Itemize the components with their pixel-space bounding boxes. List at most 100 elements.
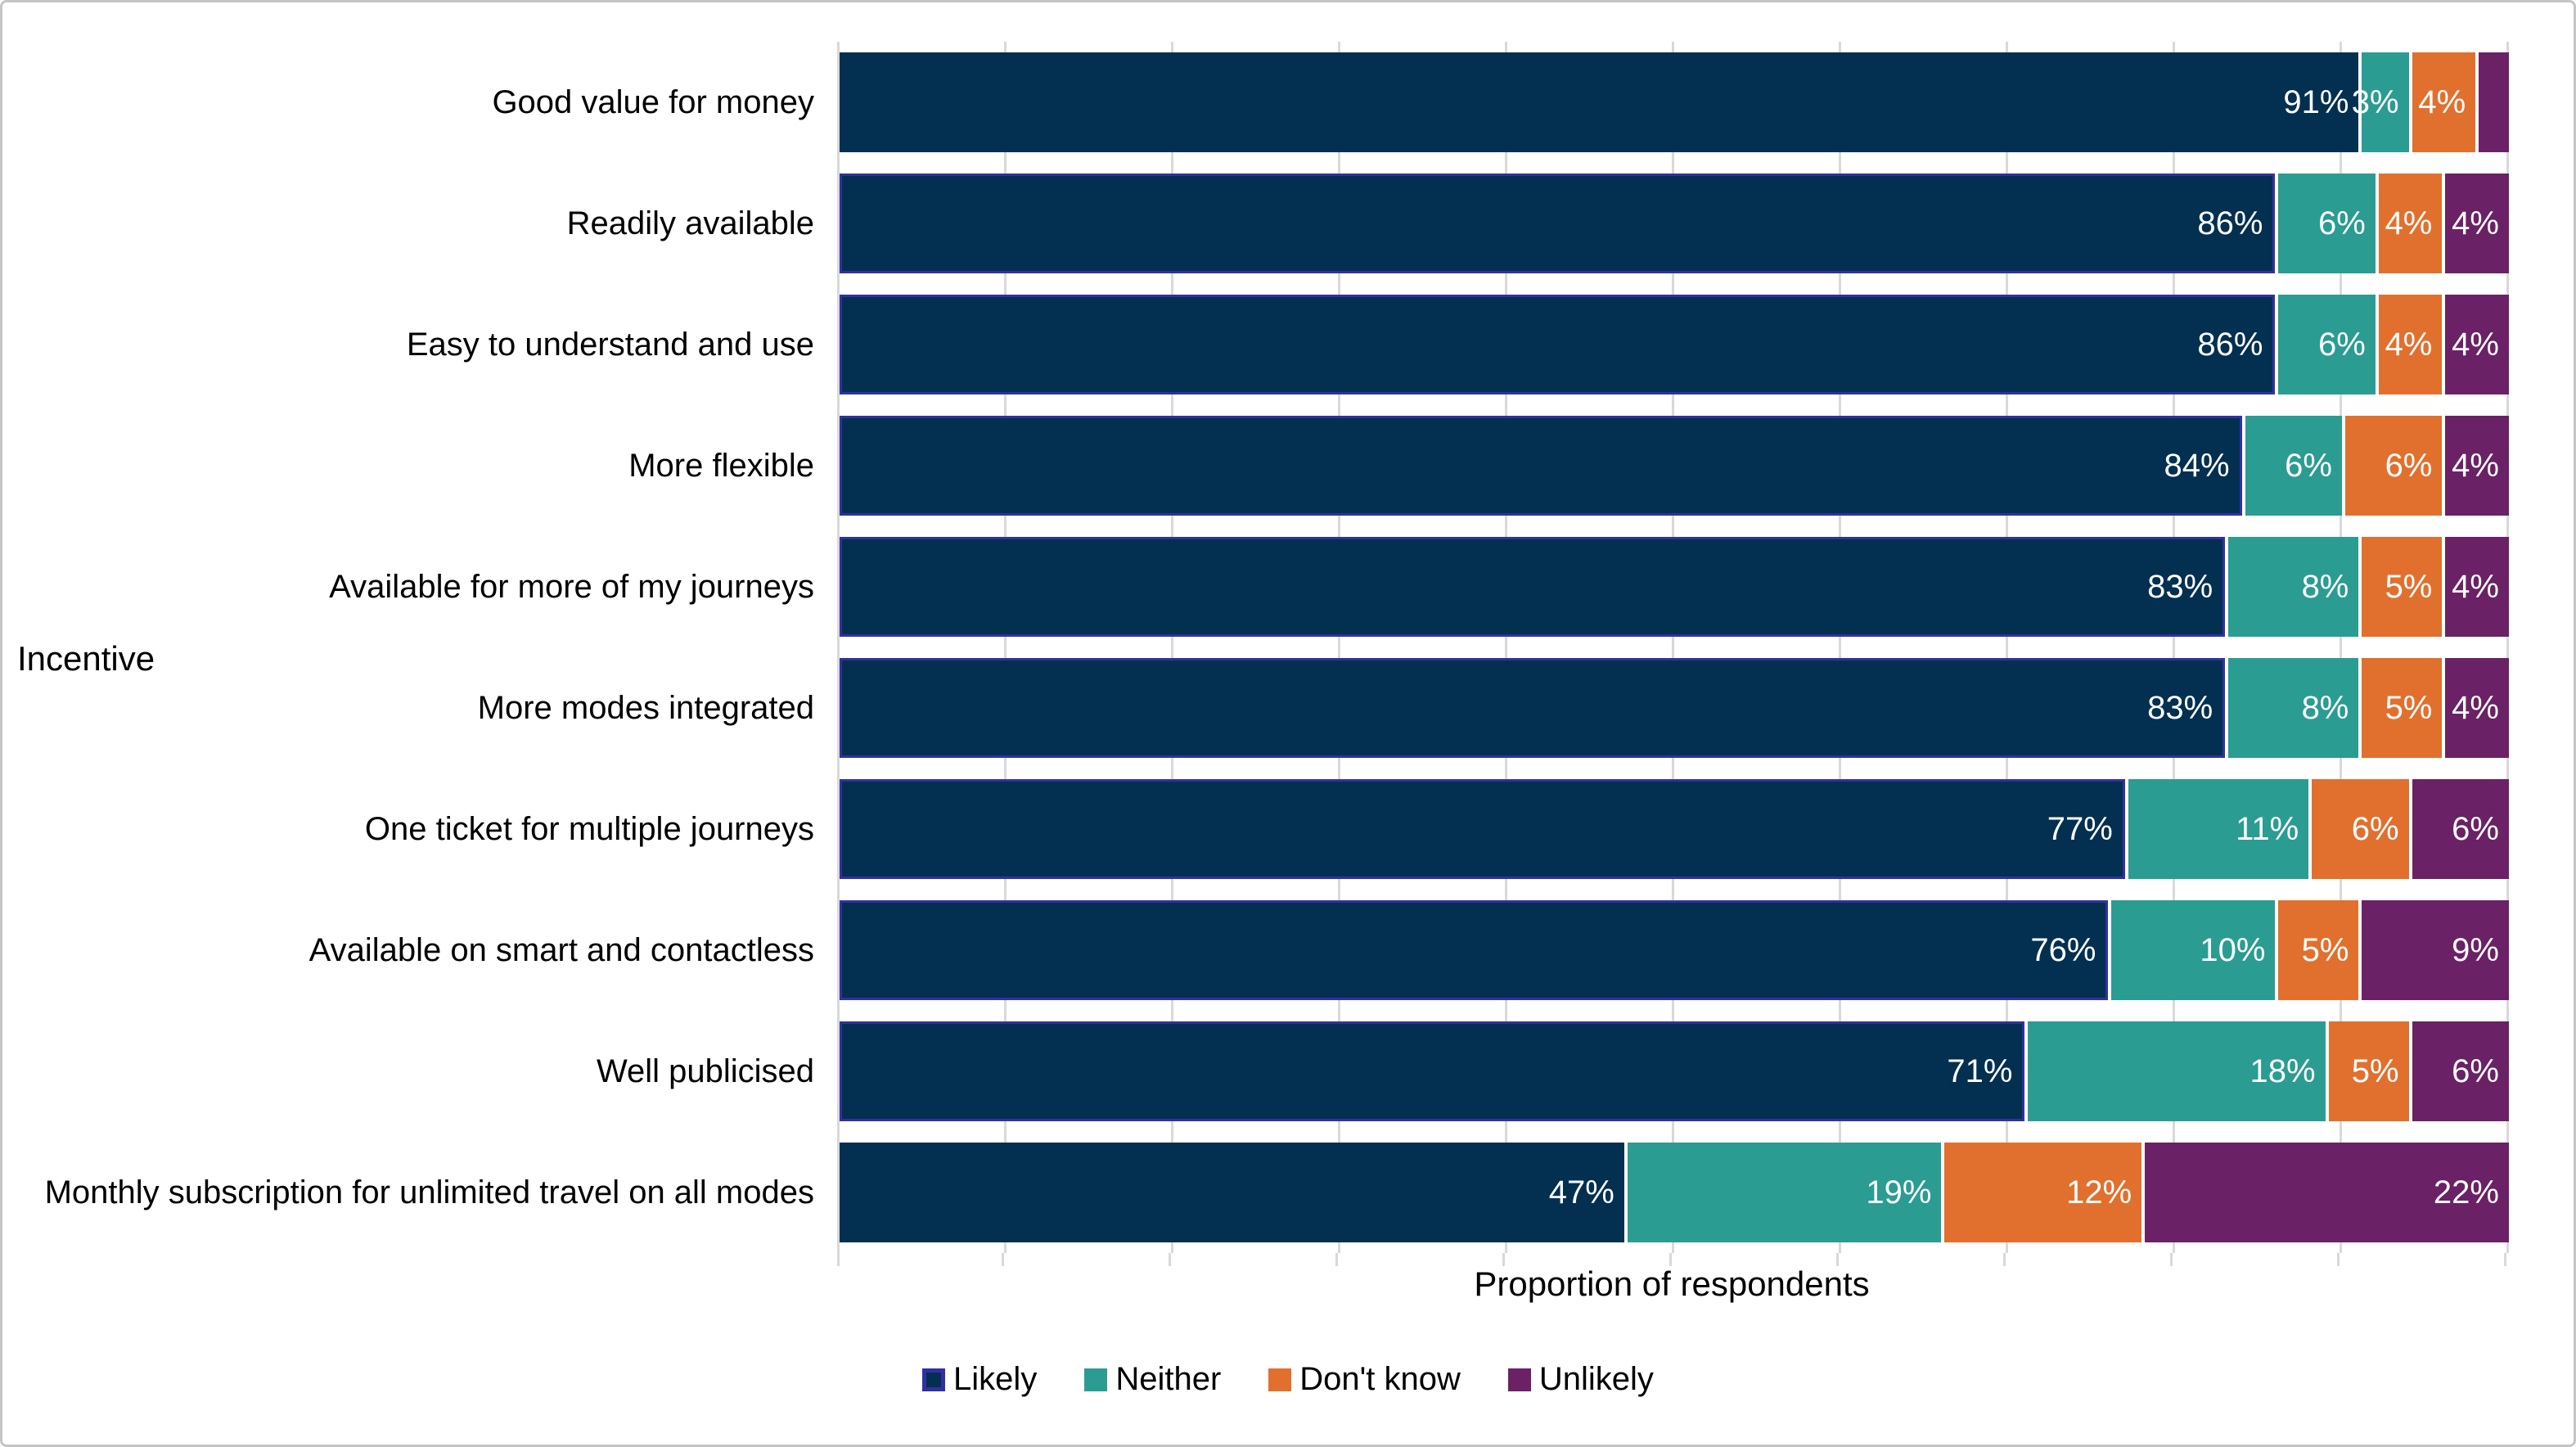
category-label: Monthly subscription for unlimited trave…	[44, 1174, 814, 1210]
data-label: 4%	[2385, 205, 2433, 241]
bar-row: 83% 8% 5% 4%	[840, 526, 2509, 647]
category-axis: Good value for money Readily available E…	[2, 42, 814, 1253]
segment-likely: 77%	[840, 779, 2125, 879]
stacked-bar: 86% 6% 4% 4%	[840, 174, 2509, 273]
segment-neither: 10%	[2108, 900, 2276, 1000]
data-label: 6%	[2285, 447, 2332, 484]
segment-dont-know: 4%	[2408, 52, 2476, 152]
data-label: 4%	[2452, 205, 2499, 241]
legend-label: Likely	[953, 1361, 1038, 1397]
segment-unlikely: 9%	[2358, 900, 2509, 1000]
stacked-bar: 76% 10% 5% 9%	[840, 900, 2509, 1000]
segment-likely: 91%	[840, 52, 2359, 152]
legend-label: Don't know	[1299, 1361, 1461, 1397]
segment-unlikely	[2475, 52, 2509, 152]
category-label: Well publicised	[596, 1053, 814, 1089]
segment-unlikely: 4%	[2442, 174, 2509, 273]
legend-swatch-dont-know	[1268, 1368, 1292, 1391]
segment-dont-know: 4%	[2375, 174, 2443, 273]
bar-row: 47% 19% 12% 22%	[840, 1132, 2509, 1253]
category-label: Easy to understand and use	[406, 326, 814, 363]
bar-row: 76% 10% 5% 9%	[840, 890, 2509, 1011]
bar-row: 83% 8% 5% 4%	[840, 647, 2509, 769]
plot-area: 91% 3% 4% 86% 6% 4% 4% 86% 6% 4% 4%	[837, 42, 2509, 1253]
stacked-bar: 77% 11% 6% 6%	[840, 779, 2509, 879]
data-label: 47%	[1548, 1174, 1615, 1210]
stacked-bar: 91% 3% 4%	[840, 52, 2509, 152]
data-label: 4%	[2452, 447, 2499, 484]
data-label: 6%	[2317, 326, 2366, 363]
legend-item-likely: Likely	[922, 1361, 1037, 1398]
tick-mark	[2337, 1253, 2340, 1266]
data-label: 19%	[1866, 1174, 1932, 1210]
tick-mark	[1669, 1253, 1672, 1266]
tick-mark	[2003, 1253, 2006, 1266]
stacked-bar: 86% 6% 4% 4%	[840, 295, 2509, 394]
segment-neither: 18%	[2024, 1021, 2326, 1121]
segment-dont-know: 6%	[2308, 779, 2409, 879]
segment-likely: 83%	[840, 537, 2226, 637]
tick-mark	[1169, 1253, 1171, 1266]
tick-mark	[2170, 1253, 2173, 1266]
data-label: 6%	[2452, 1053, 2499, 1089]
data-label: 86%	[2197, 205, 2263, 241]
data-label: 22%	[2433, 1174, 2499, 1210]
legend-swatch-likely	[922, 1368, 946, 1391]
category-label: Good value for money	[492, 83, 814, 120]
segment-likely: 86%	[840, 295, 2276, 394]
data-label: 84%	[2164, 447, 2230, 484]
segment-neither: 6%	[2275, 174, 2376, 273]
category-label: Readily available	[566, 205, 814, 241]
data-label: 3%	[2351, 83, 2399, 120]
segment-dont-know: 6%	[2341, 416, 2443, 516]
x-axis-title: Proportion of respondents	[1474, 1264, 1870, 1303]
segment-neither: 11%	[2124, 779, 2309, 879]
bar-row: 84% 6% 6% 4%	[840, 405, 2509, 526]
segment-neither: 19%	[1624, 1143, 1942, 1242]
segment-neither: 6%	[2275, 295, 2376, 394]
segment-dont-know: 12%	[1941, 1143, 2142, 1242]
data-label: 9%	[2452, 931, 2499, 968]
data-label: 11%	[2236, 810, 2299, 847]
x-axis-ticks	[837, 1253, 2506, 1266]
segment-dont-know: 4%	[2375, 295, 2443, 394]
data-label: 83%	[2147, 689, 2213, 726]
segment-unlikely: 4%	[2442, 416, 2509, 516]
data-label: 77%	[2047, 810, 2113, 847]
data-label: 71%	[1947, 1053, 2013, 1089]
segment-unlikely: 4%	[2442, 537, 2509, 637]
bar-row: 86% 6% 4% 4%	[840, 163, 2509, 284]
segment-unlikely: 4%	[2442, 658, 2509, 758]
tick-mark	[837, 1253, 840, 1266]
segment-unlikely: 6%	[2408, 1021, 2509, 1121]
category-label: More modes integrated	[477, 689, 814, 726]
data-label: 8%	[2301, 568, 2349, 605]
data-label: 6%	[2317, 205, 2366, 241]
tick-mark	[2504, 1253, 2506, 1266]
data-label: 4%	[2452, 568, 2499, 605]
legend-label: Unlikely	[1538, 1361, 1654, 1397]
segment-unlikely: 6%	[2408, 779, 2509, 879]
segment-likely: 83%	[840, 658, 2226, 758]
legend-item-dont-know: Don't know	[1268, 1361, 1461, 1398]
data-label: 91%	[2283, 83, 2349, 120]
category-label: One ticket for multiple journeys	[364, 810, 814, 847]
data-label: 10%	[2200, 931, 2266, 968]
segment-dont-know: 5%	[2358, 658, 2443, 758]
segment-unlikely: 4%	[2442, 295, 2509, 394]
data-label: 4%	[2452, 689, 2499, 726]
data-label: 6%	[2452, 810, 2499, 847]
stacked-bar: 71% 18% 5% 6%	[840, 1021, 2509, 1121]
stacked-bar: 84% 6% 6% 4%	[840, 416, 2509, 516]
data-label: 4%	[2385, 326, 2433, 363]
segment-dont-know: 5%	[2275, 900, 2359, 1000]
segment-neither: 3%	[2352, 52, 2409, 152]
tick-mark	[1002, 1253, 1004, 1266]
segment-dont-know: 5%	[2325, 1021, 2409, 1121]
segment-likely: 76%	[840, 900, 2109, 1000]
data-label: 5%	[2385, 568, 2433, 605]
segment-likely: 71%	[840, 1021, 2025, 1121]
data-label: 5%	[2385, 689, 2433, 726]
legend-label: Neither	[1115, 1361, 1222, 1397]
